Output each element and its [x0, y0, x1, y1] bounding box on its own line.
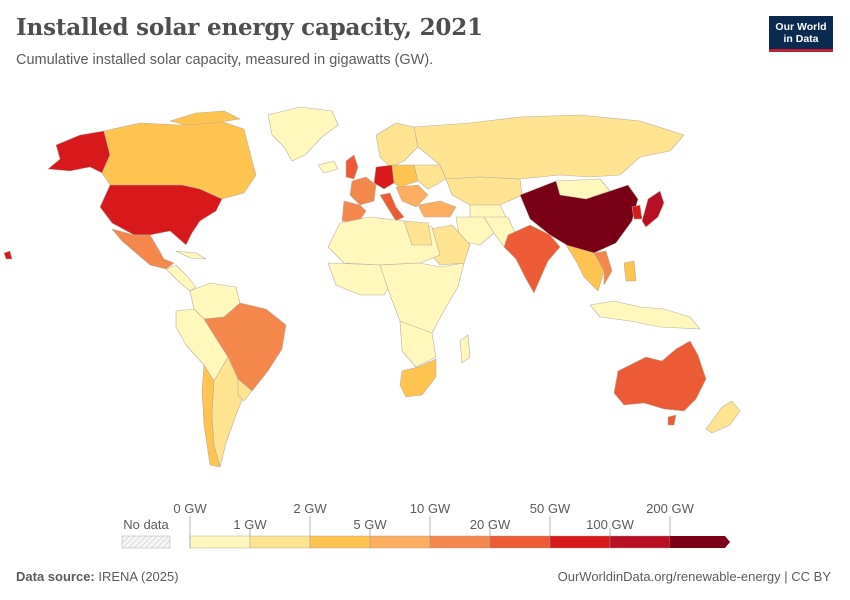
country-philippines[interactable] — [623, 260, 637, 282]
legend-bin-3 — [369, 535, 431, 549]
country-egypt[interactable] — [403, 220, 433, 246]
country-balkans[interactable] — [395, 184, 429, 208]
country-russia[interactable] — [413, 114, 685, 180]
legend-tick-label-bottom: 5 GW — [353, 517, 387, 532]
country-ukraine[interactable] — [413, 164, 447, 190]
country-australia[interactable] — [613, 340, 707, 412]
logo-line-2: in Data — [783, 33, 819, 45]
data-source: Data source: IRENA (2025) — [16, 569, 179, 584]
country-france[interactable] — [349, 176, 377, 206]
legend-ticks-top: 0 GW 2 GW 10 GW 50 GW 200 GW — [173, 501, 694, 516]
country-india[interactable] — [503, 224, 561, 294]
world-map[interactable] — [0, 95, 850, 485]
data-source-label: Data source: — [16, 569, 95, 584]
legend-bin-2 — [309, 535, 371, 549]
legend-ticks-bottom: 1 GW 5 GW 20 GW 100 GW — [233, 517, 634, 532]
data-source-value: IRENA (2025) — [98, 569, 179, 584]
country-uruguay[interactable] — [237, 378, 253, 402]
footer-link[interactable]: OurWorldinData.org/renewable-energy | CC… — [557, 569, 831, 584]
country-brazil[interactable] — [203, 302, 287, 392]
country-cuba[interactable] — [175, 250, 207, 260]
country-new-zealand[interactable] — [705, 400, 741, 434]
legend-bin-8 — [670, 536, 730, 548]
owid-logo[interactable]: Our World in Data — [769, 16, 833, 52]
chart-title: Installed solar energy capacity, 2021 — [16, 14, 483, 41]
chart-subtitle: Cumulative installed solar capacity, mea… — [16, 52, 434, 68]
logo-line-1: Our World — [775, 21, 827, 33]
country-south-korea[interactable] — [631, 204, 643, 220]
legend-bin-4 — [429, 535, 491, 549]
legend-color-bins — [189, 516, 730, 549]
country-scandinavia[interactable] — [375, 122, 419, 168]
country-alaska[interactable] — [47, 130, 111, 174]
legend-bin-6 — [549, 535, 611, 549]
country-germany[interactable] — [373, 164, 395, 190]
country-usa[interactable] — [99, 184, 223, 246]
country-canada-islands[interactable] — [169, 110, 241, 126]
country-iceland[interactable] — [317, 160, 339, 174]
country-southern-africa[interactable] — [399, 320, 437, 368]
country-madagascar[interactable] — [459, 334, 471, 364]
legend-no-data-label: No data — [123, 517, 169, 532]
country-argentina[interactable] — [211, 356, 245, 468]
country-poland-central[interactable] — [391, 164, 419, 188]
legend-bin-0 — [189, 535, 251, 549]
legend-tick-label-top: 2 GW — [293, 501, 327, 516]
legend-bin-5 — [489, 535, 551, 549]
country-japan[interactable] — [641, 190, 665, 228]
legend-tick-label-bottom: 1 GW — [233, 517, 267, 532]
legend-tick-label-top: 0 GW — [173, 501, 207, 516]
map-legend: No data 0 GW 2 GW 10 GW 50 GW 200 GW 1 GW 5 G… — [121, 501, 730, 549]
country-turkey[interactable] — [417, 200, 457, 218]
country-central-america[interactable] — [165, 264, 197, 292]
legend-tick-label-bottom: 20 GW — [470, 517, 511, 532]
country-hawaii[interactable] — [3, 250, 13, 260]
legend-tick-label-top: 200 GW — [646, 501, 694, 516]
country-kazakhstan[interactable] — [445, 176, 523, 206]
legend-tick-label-top: 50 GW — [530, 501, 571, 516]
country-greenland[interactable] — [267, 106, 339, 162]
country-mexico[interactable] — [111, 228, 175, 270]
country-southeast-asia[interactable] — [565, 244, 605, 292]
country-uk[interactable] — [345, 154, 359, 180]
country-south-africa[interactable] — [399, 358, 437, 398]
country-spain-portugal[interactable] — [341, 200, 367, 224]
legend-bin-7 — [609, 535, 671, 549]
legend-tick-label-bottom: 100 GW — [586, 517, 634, 532]
country-vietnam[interactable] — [593, 250, 613, 286]
country-indonesia[interactable] — [589, 300, 701, 330]
legend-bin-1 — [249, 535, 311, 549]
legend-no-data-swatch — [121, 535, 171, 549]
country-tasmania[interactable] — [667, 414, 677, 426]
country-italy[interactable] — [379, 192, 405, 222]
legend-tick-label-top: 10 GW — [410, 501, 451, 516]
